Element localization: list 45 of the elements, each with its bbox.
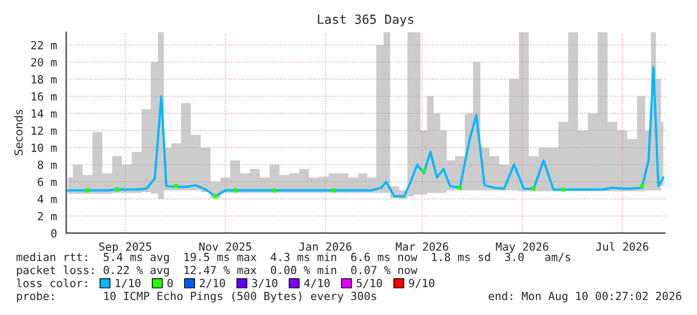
legend-label: 2/10 xyxy=(200,278,226,288)
text: median rtt: 5.4 ms avg 19.5 ms max 4.3 ms min 6.6 ms now 1.8 ms sd 3.0 am/s xyxy=(16,252,570,264)
x-tick-label: Nov 2025 xyxy=(199,242,252,251)
legend-label: 1/10 xyxy=(116,278,140,288)
y-tick-label: 20 m xyxy=(31,58,57,66)
point xyxy=(233,188,238,192)
text: packet loss: 0.22 % avg 12.47 % max 0.00 % min 0.07 % now xyxy=(17,266,418,276)
y-tick-label: 14 m xyxy=(32,110,57,118)
legend-label: 3/10 xyxy=(252,278,278,288)
point xyxy=(458,186,462,190)
legend-label: 5/10 xyxy=(356,278,382,288)
point xyxy=(561,187,566,192)
x-tick-label: Jul 2026 xyxy=(596,242,648,251)
point xyxy=(332,188,336,192)
y-tick-label: 18 m xyxy=(32,75,57,84)
y-tick-label: 6 m xyxy=(38,178,57,186)
y-tick-label: 22 m xyxy=(31,40,57,50)
text: probe: 10 ICMP Echo Pings (500 Bytes) every 300s xyxy=(17,292,376,302)
legend-label: 9/10 xyxy=(408,278,434,288)
point xyxy=(532,186,536,191)
y-tick-label: 10 m xyxy=(32,144,57,152)
text: end: Mon Aug 10 00:27:02 2026 xyxy=(488,292,682,302)
y-tick-label: 16 m xyxy=(32,92,57,101)
y-tick-label: 0 xyxy=(51,229,56,238)
legend-label: 4/10 xyxy=(304,278,330,288)
point xyxy=(422,168,426,173)
x-tick-label: May 2026 xyxy=(496,242,548,253)
point xyxy=(272,188,277,192)
chart-title: Last 365 Days xyxy=(318,14,414,26)
point xyxy=(114,187,120,192)
point xyxy=(640,184,644,188)
y-tick-label: 8 m xyxy=(38,160,57,170)
point xyxy=(174,184,178,188)
y-tick-label: 4 m xyxy=(38,195,57,204)
y-axis-title: Seconds xyxy=(14,110,23,156)
x-tick-label: Sep 2025 xyxy=(99,242,152,253)
y-tick-label: 2 m xyxy=(38,212,57,220)
point xyxy=(213,194,218,198)
legend-label: 0 xyxy=(167,278,173,288)
x-tick-label: Jan 2026 xyxy=(299,242,352,251)
y-tick-label: 12 m xyxy=(32,126,57,135)
x-tick-label: Mar 2026 xyxy=(396,242,448,251)
line-series xyxy=(66,66,664,198)
legend-title: loss color: xyxy=(16,278,87,288)
point xyxy=(85,188,90,192)
